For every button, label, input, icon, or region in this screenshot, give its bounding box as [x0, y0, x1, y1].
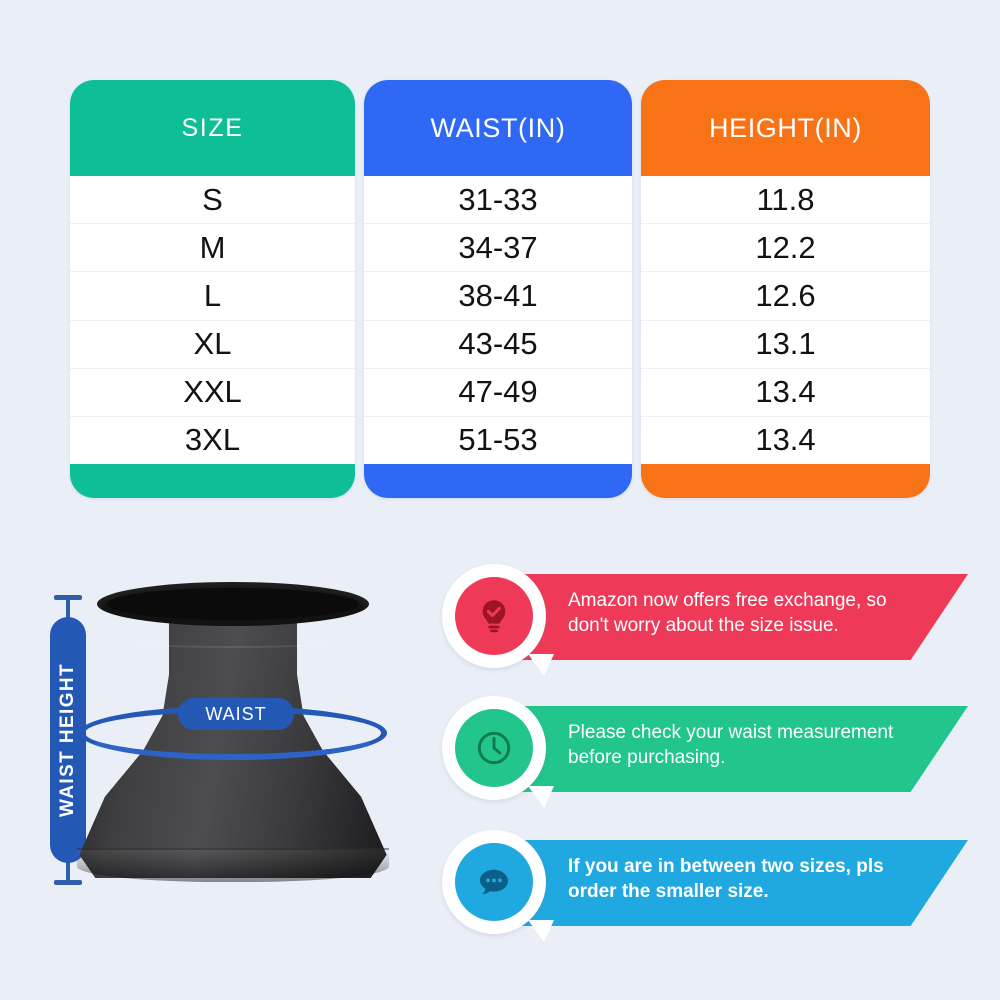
- table-cell-size: XXL: [70, 368, 355, 417]
- column-body-size: S M L XL XXL 3XL: [70, 176, 355, 465]
- banner-badge: [442, 696, 546, 800]
- waist-label: WAIST: [205, 703, 267, 724]
- column-body-height: 11.8 12.2 12.6 13.1 13.4 13.4: [641, 176, 930, 465]
- table-cell-height: 13.1: [641, 320, 930, 369]
- waist-measurement-ring-front: [79, 706, 387, 760]
- table-cell-waist: 31-33: [364, 176, 632, 225]
- table-cell-height: 13.4: [641, 416, 930, 465]
- lightbulb-check-icon: [455, 577, 533, 655]
- table-cell-height: 12.2: [641, 224, 930, 273]
- waist-trainer-product-image: WAIST: [73, 582, 393, 882]
- banner-badge: [442, 564, 546, 668]
- info-banner-sizing: If you are in between two sizes, pls ord…: [440, 828, 968, 942]
- table-cell-height: 13.4: [641, 368, 930, 417]
- banner-ribbon: [490, 840, 968, 926]
- column-header-waist: WAIST(IN): [364, 80, 632, 176]
- table-cell-waist: 43-45: [364, 320, 632, 369]
- size-chart-column-waist: WAIST(IN) 31-33 34-37 38-41 43-45 47-49 …: [364, 80, 632, 498]
- size-chart-table: SIZE S M L XL XXL 3XL WAIST(IN) 31-33 34…: [70, 80, 930, 498]
- info-banner-exchange: Amazon now offers free exchange, so don'…: [440, 562, 968, 676]
- waist-label-pill: WAIST: [178, 698, 294, 730]
- table-cell-height: 12.6: [641, 272, 930, 321]
- table-cell-size: XL: [70, 320, 355, 369]
- column-header-size: SIZE: [70, 80, 355, 176]
- table-cell-size: M: [70, 224, 355, 273]
- size-chart-column-height: HEIGHT(IN) 11.8 12.2 12.6 13.1 13.4 13.4: [641, 80, 930, 498]
- banner-text-sizing: If you are in between two sizes, pls ord…: [568, 856, 884, 903]
- banner-pointer: [528, 654, 554, 676]
- info-banner-measure: Please check your waist measurement befo…: [440, 694, 968, 808]
- table-cell-waist: 38-41: [364, 272, 632, 321]
- measurement-cap-top: [54, 595, 82, 600]
- banner-pointer: [528, 786, 554, 808]
- table-cell-size: S: [70, 176, 355, 225]
- size-chart-column-size: SIZE S M L XL XXL 3XL: [70, 80, 355, 498]
- table-cell-waist: 51-53: [364, 416, 632, 465]
- trainer-bottom-rim: [77, 848, 389, 882]
- product-illustration: WAIST HEIGHT WAIST: [18, 560, 428, 980]
- table-cell-waist: 34-37: [364, 224, 632, 273]
- column-header-height: HEIGHT(IN): [641, 80, 930, 176]
- banner-text-exchange: Amazon now offers free exchange, so don'…: [568, 590, 887, 637]
- info-banner-list: Amazon now offers free exchange, so don'…: [440, 558, 980, 968]
- banner-text-measure: Please check your waist measurement befo…: [568, 722, 894, 769]
- trainer-top-opening: [107, 588, 359, 620]
- column-body-waist: 31-33 34-37 38-41 43-45 47-49 51-53: [364, 176, 632, 465]
- banner-ribbon: [490, 574, 968, 660]
- banner-pointer: [528, 920, 554, 942]
- column-footer-waist: [364, 464, 632, 498]
- banner-ribbon: [490, 706, 968, 792]
- table-cell-waist: 47-49: [364, 368, 632, 417]
- measurement-cap-bottom: [54, 880, 82, 885]
- table-cell-size: L: [70, 272, 355, 321]
- column-footer-size: [70, 464, 355, 498]
- table-cell-height: 11.8: [641, 176, 930, 225]
- column-footer-height: [641, 464, 930, 498]
- clock-icon: [455, 709, 533, 787]
- waist-height-label-pill: WAIST HEIGHT: [50, 617, 86, 863]
- banner-badge: [442, 830, 546, 934]
- table-cell-size: 3XL: [70, 416, 355, 465]
- waist-height-measurement-indicator: WAIST HEIGHT: [48, 595, 88, 885]
- trainer-seam: [103, 632, 363, 648]
- chat-bubble-icon: [455, 843, 533, 921]
